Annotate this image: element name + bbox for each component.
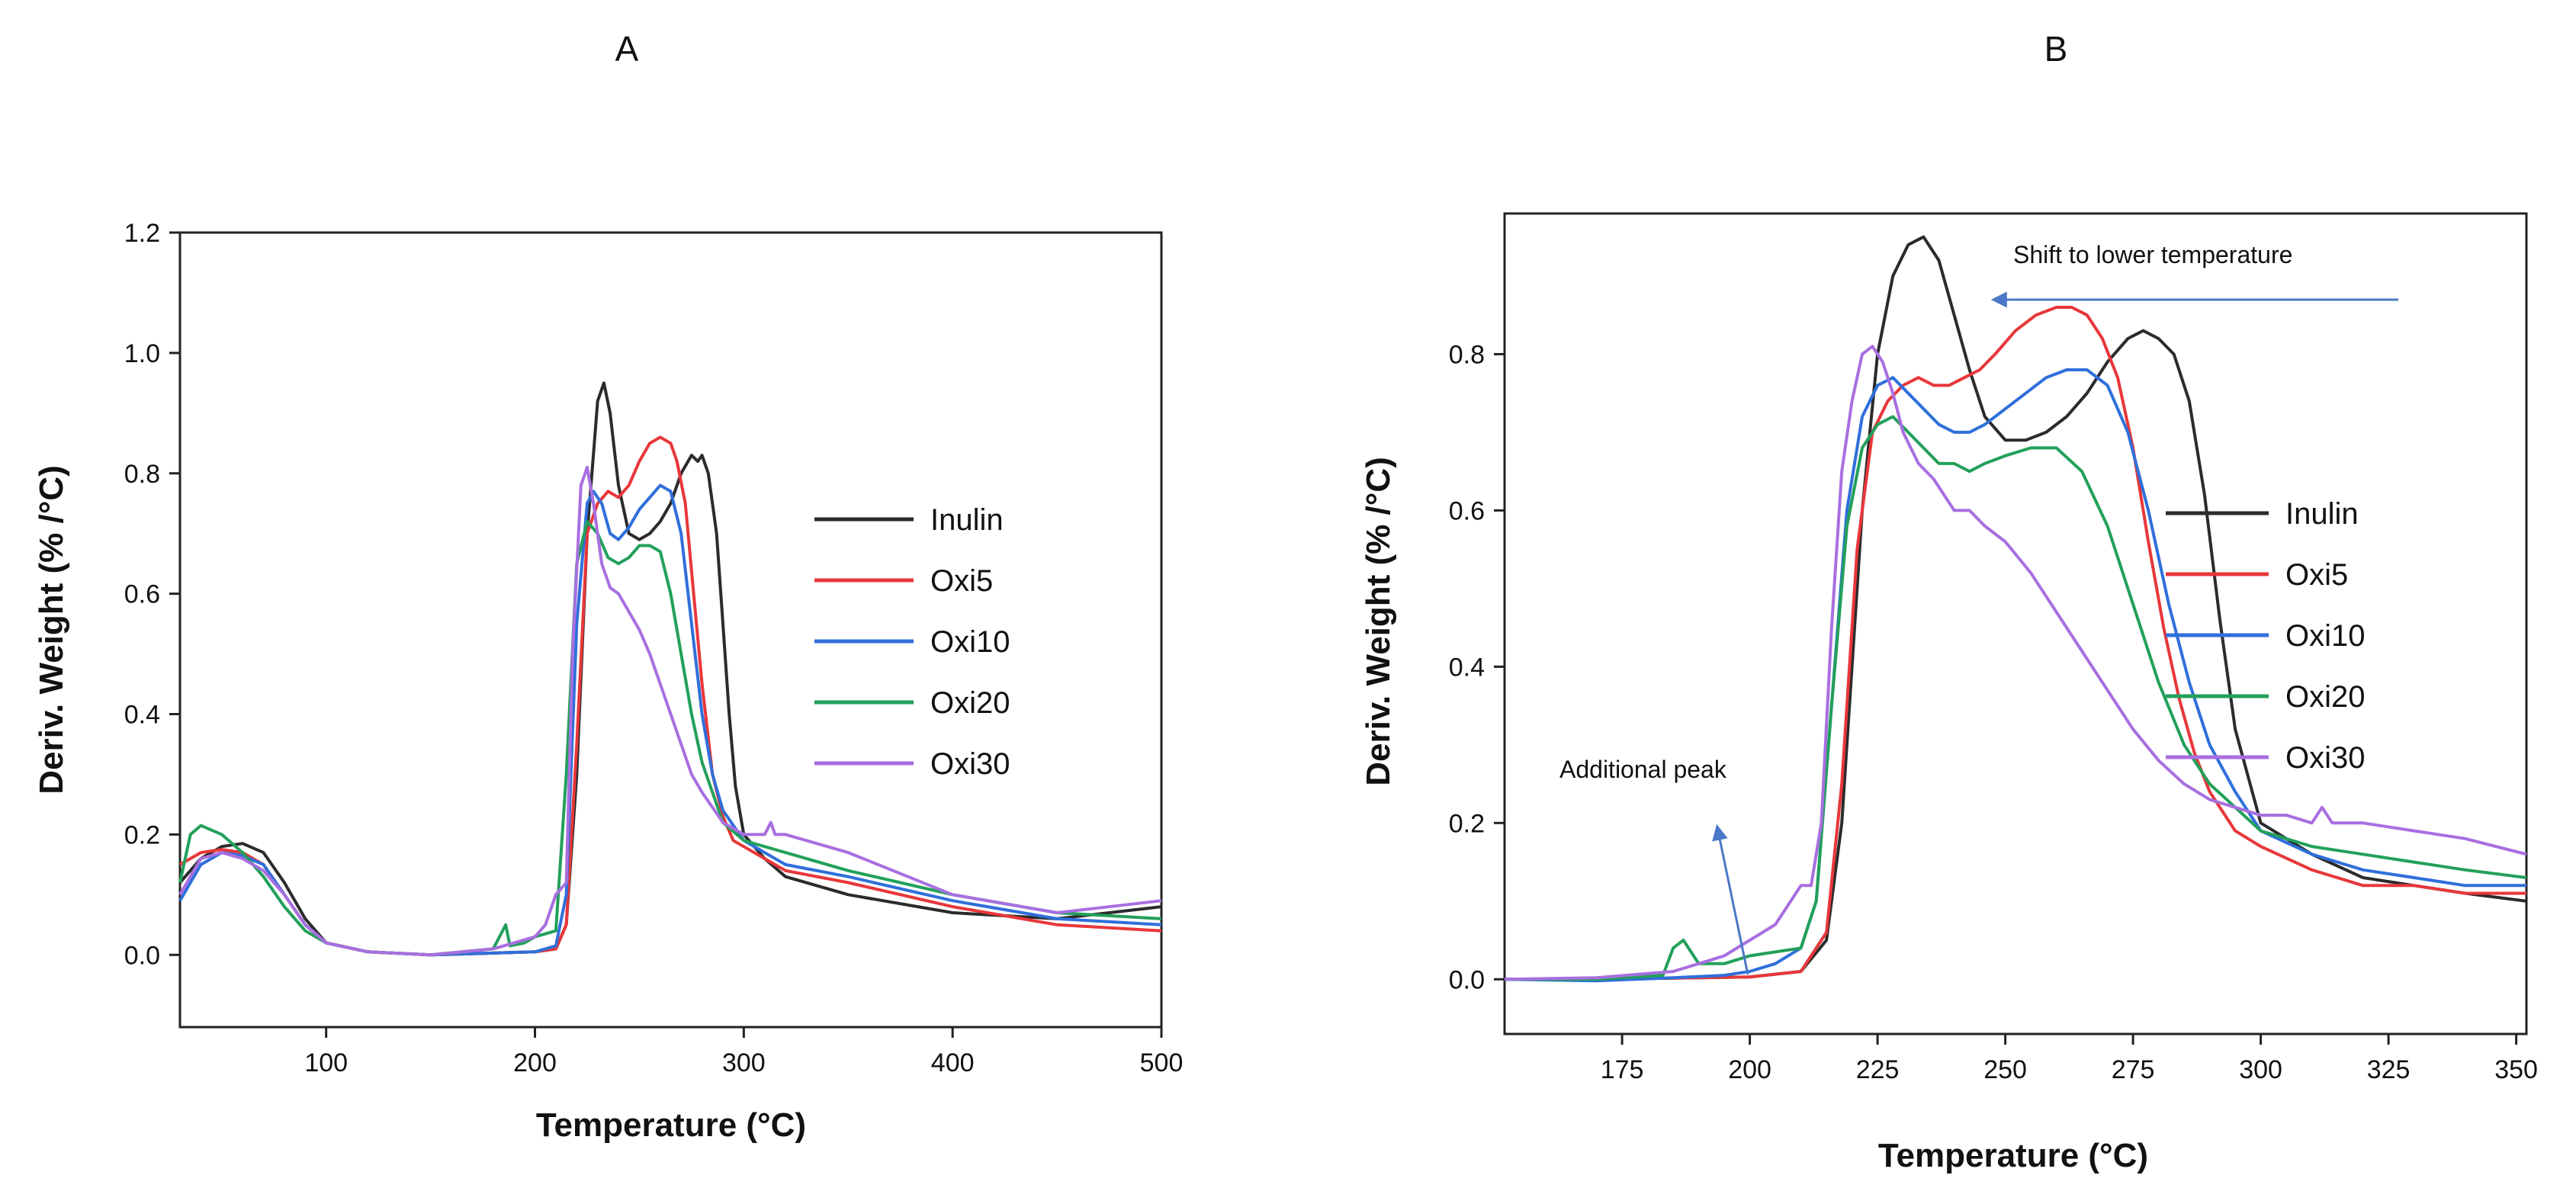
legend-label-oxi5-b: Oxi5 [2285, 558, 2348, 592]
series-line-oxi5-a [179, 435, 1162, 957]
legend-a: Inulin Oxi5 Oxi10 Oxi20 Oxi30 [814, 503, 1010, 781]
x-tick-label-b: 175 [1601, 1055, 1644, 1084]
x-tick-label-b: 250 [1983, 1055, 2027, 1084]
x-tick-label-b: 275 [2112, 1055, 2155, 1084]
x-tick-label-b: 200 [1728, 1055, 1771, 1084]
x-tick-label-a: 200 [513, 1048, 557, 1077]
legend-label-oxi10-b: Oxi10 [2285, 619, 2366, 653]
series-line-oxi5-b [1505, 306, 2526, 981]
series-line-oxi10-a [178, 483, 1162, 957]
x-tick-label-a: 500 [1140, 1048, 1184, 1077]
x-tick-label-b: 325 [2367, 1055, 2411, 1084]
axis-ticks-a: 100 200 300 400 500 0.0 0.2 0.4 0.6 0.8 1.0 1.2 [124, 219, 1184, 1077]
shift-annotation: Shift to lower temperature [2013, 241, 2292, 268]
y-axis-title-a: Deriv. Weight (% /°C) [33, 465, 70, 795]
y-tick-label-a: 0.4 [124, 701, 160, 730]
y-tick-label-b: 0.8 [1449, 340, 1485, 369]
additional-peak-annotation: Additional peak [1559, 756, 1727, 783]
legend-label-oxi10-a: Oxi10 [930, 625, 1010, 659]
plot-frame-b [1503, 212, 2528, 1035]
legend-label-oxi5-a: Oxi5 [930, 564, 993, 598]
x-tick-label-a: 100 [304, 1048, 348, 1077]
additional-peak-arrow [1712, 824, 1749, 975]
y-tick-label-a: 0.0 [124, 941, 160, 970]
legend-label-oxi20-b: Oxi20 [2285, 680, 2366, 714]
series-line-oxi20-a [178, 519, 1162, 957]
y-tick-label-a: 0.8 [124, 460, 160, 489]
y-tick-label-a: 0.2 [124, 820, 160, 849]
y-tick-label-b: 0.6 [1449, 496, 1485, 525]
series-line-inulin-a [178, 381, 1162, 957]
x-tick-label-b: 350 [2494, 1055, 2538, 1084]
x-tick-label-b: 225 [1856, 1055, 1900, 1084]
panel-a-title: A [615, 29, 639, 69]
axis-ticks-b: 175 200 225 250 275 300 325 350 0.0 0.2 0.4 0.6 0.8 [1449, 340, 2538, 1084]
chart-panel-a: A 100 200 300 400 500 0.0 0.2 0.4 0.6 0.8 1.0 1.2 T… [33, 29, 1183, 1144]
plot-frame-a [178, 231, 1163, 1029]
series-line-oxi30-a [178, 465, 1162, 957]
series-line-oxi20-b [1505, 415, 2527, 981]
legend-label-oxi30-b: Oxi30 [2285, 741, 2366, 775]
y-tick-label-a: 0.6 [124, 580, 160, 609]
panel-b-title: B [2044, 29, 2068, 69]
y-tick-label-b: 0.4 [1449, 653, 1485, 682]
chart-panel-b: B 175 200 225 250 275 300 325 350 0.0 0.2 0.4 0.6 0.… [1360, 29, 2538, 1174]
series-lines-a [178, 381, 1162, 957]
legend-label-inulin-a: Inulin [930, 503, 1004, 537]
y-tick-label-a: 1.0 [124, 339, 160, 368]
legend-b: Inulin Oxi5 Oxi10 Oxi20 Oxi30 [2166, 497, 2366, 775]
y-axis-title-b: Deriv. Weight (% /°C) [1360, 457, 1397, 786]
x-tick-label-a: 300 [722, 1048, 766, 1077]
y-tick-label-b: 0.2 [1449, 809, 1485, 838]
y-tick-label-a: 1.2 [124, 219, 160, 248]
x-axis-title-b: Temperature (°C) [1878, 1137, 2148, 1174]
legend-label-oxi20-a: Oxi20 [930, 686, 1010, 720]
series-lines-b [1504, 235, 2527, 983]
x-tick-label-b: 300 [2239, 1055, 2282, 1084]
x-tick-label-a: 400 [931, 1048, 975, 1077]
legend-label-oxi30-a: Oxi30 [930, 747, 1010, 781]
legend-label-inulin-b: Inulin [2285, 497, 2359, 531]
series-line-inulin-b [1505, 235, 2527, 981]
series-line-oxi10-b [1504, 368, 2526, 983]
x-axis-title-a: Temperature (°C) [536, 1106, 806, 1144]
y-tick-label-b: 0.0 [1449, 965, 1485, 994]
series-line-oxi30-b [1504, 345, 2527, 981]
